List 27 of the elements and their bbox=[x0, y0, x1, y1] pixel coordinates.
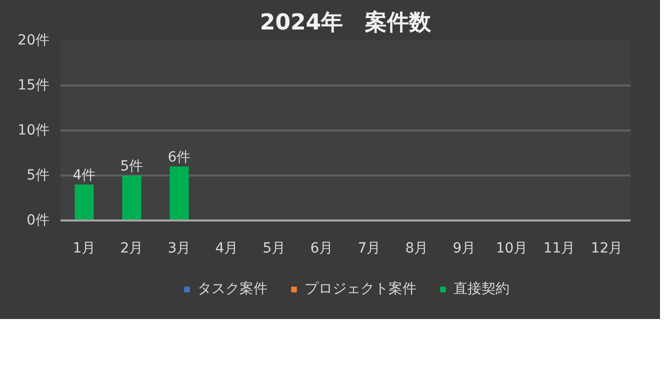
x-tick-label: 10月 bbox=[496, 240, 528, 256]
x-tick-label: 9月 bbox=[452, 240, 476, 256]
x-tick-label: 1月 bbox=[72, 240, 96, 256]
y-tick-label: 5件 bbox=[26, 168, 50, 184]
data-label: 5件 bbox=[120, 158, 144, 174]
x-tick-label: 12月 bbox=[590, 240, 623, 256]
y-tick-label: 20件 bbox=[18, 32, 50, 48]
legend-label: 直接契約 bbox=[454, 280, 510, 298]
y-tick-label: 15件 bbox=[18, 78, 50, 94]
x-tick-label: 7月 bbox=[358, 240, 381, 256]
bar bbox=[170, 166, 189, 220]
x-tick-label: 11月 bbox=[543, 240, 576, 256]
bar bbox=[74, 184, 94, 220]
legend-label: タスク案件 bbox=[198, 280, 268, 298]
x-tick-label: 3月 bbox=[168, 240, 191, 256]
bar bbox=[122, 176, 142, 220]
chart-title: 2024年 案件数 bbox=[260, 10, 432, 36]
data-label: 6件 bbox=[168, 150, 191, 166]
legend-label: プロジェクト案件 bbox=[304, 280, 416, 298]
data-label: 4件 bbox=[72, 168, 96, 184]
x-tick-label: 2月 bbox=[120, 240, 144, 256]
x-tick-label: 5月 bbox=[262, 240, 286, 256]
y-tick-label: 10件 bbox=[18, 122, 50, 138]
y-tick-label: 0件 bbox=[26, 212, 50, 228]
x-tick-label: 8月 bbox=[405, 240, 428, 256]
x-tick-label: 6月 bbox=[310, 240, 334, 256]
x-tick-label: 4月 bbox=[215, 240, 238, 256]
